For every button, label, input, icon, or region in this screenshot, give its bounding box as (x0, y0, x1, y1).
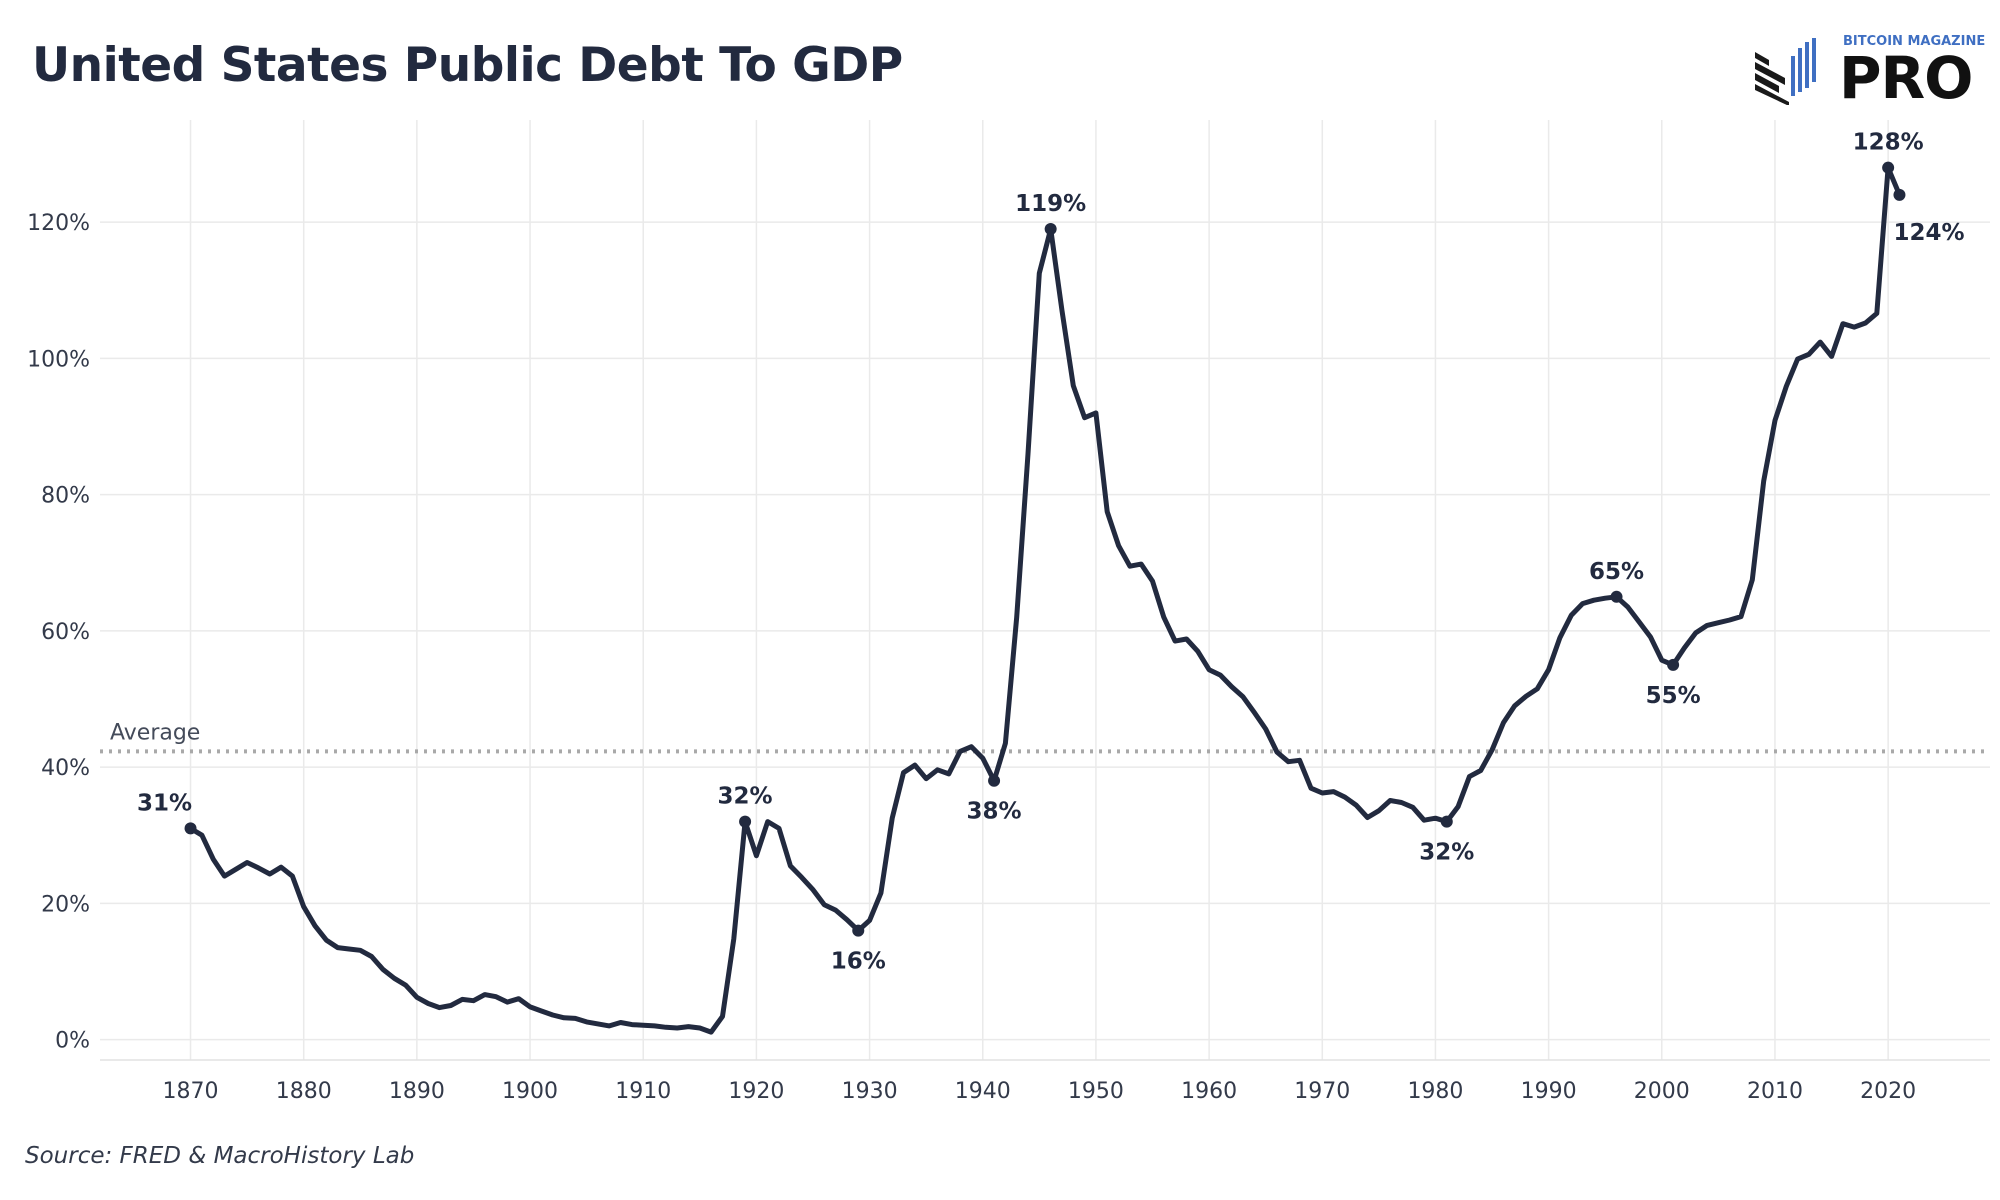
annotation-point (1440, 815, 1453, 828)
annotation-point (1882, 161, 1895, 174)
y-tick-label: 40% (41, 756, 90, 781)
annotation-point (852, 924, 865, 937)
annotation-point (1610, 590, 1623, 603)
x-tick-label: 1930 (842, 1079, 898, 1104)
data-label: 55% (1646, 683, 1701, 709)
x-tick-label: 1950 (1068, 1079, 1124, 1104)
annotation-point (739, 815, 752, 828)
y-tick-label: 0% (55, 1029, 90, 1054)
source-note: Source: FRED & MacroHistory Lab (25, 1143, 415, 1169)
x-tick-label: 1980 (1407, 1079, 1463, 1104)
annotation-point (184, 822, 197, 835)
x-tick-label: 1920 (728, 1079, 784, 1104)
logo-main-text: PRO (1839, 44, 1972, 105)
debt-to-gdp-line (188, 165, 1902, 1035)
axis-layer: 1870 1880 1890 1900 1910 1920 1930 1940 1950 1960… (27, 211, 1990, 1104)
chart-title: United States Public Debt To GDP (32, 38, 903, 93)
data-label: 128% (1853, 130, 1924, 156)
x-tick-label: 1990 (1521, 1079, 1577, 1104)
average-layer: Average (100, 720, 1990, 754)
data-label: 119% (1015, 191, 1086, 217)
grid-layer (100, 120, 1990, 1060)
x-tick-label: 1970 (1294, 1079, 1350, 1104)
average-label: Average (110, 720, 200, 745)
x-tick-label: 1880 (276, 1079, 332, 1104)
x-tick-label: 1910 (615, 1079, 671, 1104)
data-label: 65% (1589, 559, 1644, 585)
y-tick-label: 100% (27, 347, 90, 372)
data-label: 32% (718, 784, 773, 810)
y-tick-label: 20% (41, 892, 90, 917)
annotation-point (1893, 188, 1906, 201)
x-tick-label: 2020 (1860, 1079, 1916, 1104)
y-tick-label: 120% (27, 211, 90, 236)
annotation-point (1044, 222, 1057, 235)
x-tick-label: 1900 (502, 1079, 558, 1104)
x-tick-label: 1890 (389, 1079, 445, 1104)
data-label: 38% (967, 799, 1022, 825)
annotation-point (1667, 658, 1680, 671)
logo-top-text: BITCOIN MAGAZINE (1843, 34, 1985, 49)
x-tick-label: 1870 (163, 1079, 219, 1104)
data-label: 31% (137, 790, 192, 816)
x-tick-label: 2000 (1634, 1079, 1690, 1104)
data-label: 16% (831, 949, 886, 975)
x-tick-label: 1960 (1181, 1079, 1237, 1104)
y-tick-label: 80% (41, 484, 90, 509)
bitcoin-magazine-pro-logo: BITCOIN MAGAZINE PRO (1755, 30, 1995, 112)
annotation-point (988, 774, 1001, 787)
x-tick-label: 2010 (1747, 1079, 1803, 1104)
x-tick-label: 1940 (955, 1079, 1011, 1104)
y-tick-label: 60% (41, 620, 90, 645)
data-label: 32% (1419, 840, 1474, 866)
data-label: 124% (1893, 220, 1964, 246)
annotation-layer: 31% 32% 16% 38% 119% 32% 65% 55% 128% 124% (137, 130, 1965, 975)
